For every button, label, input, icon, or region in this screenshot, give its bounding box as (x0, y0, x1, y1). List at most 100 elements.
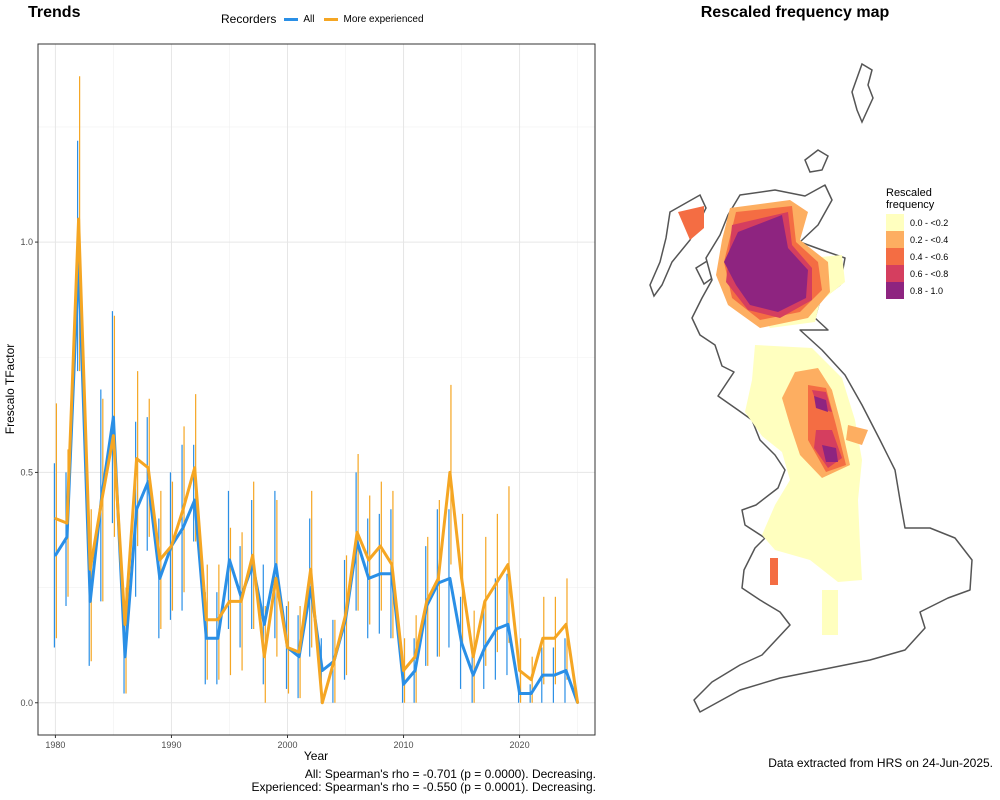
x-tick-label: 1980 (45, 740, 65, 750)
series-line-more-experienced (54, 217, 580, 705)
x-tick-label: 2020 (510, 740, 530, 750)
data-point-more-experienced (239, 600, 243, 603)
data-point-more-experienced (402, 669, 405, 672)
legend-swatch (886, 282, 904, 299)
data-point-all (379, 572, 382, 575)
legend-key-experienced (324, 17, 339, 21)
data-point-all (402, 683, 405, 686)
orkney-outline (804, 149, 829, 173)
data-point-all (274, 563, 278, 566)
stats-experienced: Experienced: Spearman's rho = -0.550 (p … (251, 780, 597, 794)
legend-label: 0.0 - <0.2 (910, 217, 949, 228)
data-point-more-experienced (228, 600, 231, 603)
data-point-more-experienced (553, 637, 556, 640)
data-point-all (65, 535, 69, 539)
y-tick-label: 1.0 (20, 237, 33, 247)
data-point-all (228, 558, 231, 562)
data-point-all (321, 669, 324, 672)
map-legend-title: Rescaled frequency (886, 187, 948, 211)
legend-label: 0.6 - <0.8 (910, 268, 949, 279)
data-point-more-experienced (332, 660, 336, 663)
data-point-all (181, 526, 185, 529)
data-point-all (413, 669, 417, 672)
frequency-map (649, 62, 973, 713)
map-legend-row: 0.4 - <0.6 (886, 248, 948, 265)
data-point-more-experienced (181, 508, 185, 511)
x-axis-label: Year (304, 749, 328, 763)
data-point-all (529, 692, 533, 695)
map-title: Rescaled frequency map (700, 4, 890, 21)
legend-label: 0.4 - <0.6 (910, 251, 949, 262)
legend-label: 0.2 - <0.4 (910, 234, 949, 245)
data-point-all (193, 498, 196, 502)
freq-zone-4-highlands (724, 215, 808, 312)
data-point-more-experienced (413, 655, 417, 658)
data-point-all (112, 415, 115, 419)
data-point-all (460, 641, 463, 645)
data-point-all (123, 655, 127, 658)
data-point-all (297, 655, 301, 658)
data-point-all (483, 646, 486, 649)
data-point-all (89, 600, 92, 603)
legend-swatch (886, 231, 904, 248)
data-point-more-experienced (355, 531, 359, 534)
freq-zone-2-wales (770, 558, 778, 585)
data-point-more-experienced (460, 577, 463, 580)
data-point-more-experienced (471, 655, 475, 658)
map-legend-row: 0.6 - <0.8 (886, 265, 948, 282)
data-point-more-experienced (518, 669, 521, 672)
data-point-more-experienced (448, 471, 452, 474)
shetland-outline (851, 62, 874, 124)
data-point-all (506, 623, 510, 626)
data-point-more-experienced (251, 554, 254, 557)
data-point-more-experienced (309, 567, 312, 571)
data-point-more-experienced (437, 577, 440, 580)
legend-label-experienced: More experienced (343, 13, 424, 25)
data-point-more-experienced (321, 701, 324, 704)
map-legend-row: 0.8 - 1.0 (886, 282, 948, 299)
data-point-more-experienced (297, 650, 301, 654)
data-source-note: Data extracted from HRS on 24-Jun-2025. (768, 756, 993, 770)
data-point-all (471, 673, 475, 677)
data-point-more-experienced (541, 637, 544, 640)
data-point-more-experienced (529, 678, 533, 681)
stats-all: All: Spearman's rho = -0.701 (p = 0.0000… (304, 767, 596, 781)
data-point-all (564, 669, 568, 672)
data-point-more-experienced (263, 655, 266, 658)
legend-swatch (886, 265, 904, 282)
data-point-more-experienced (89, 567, 92, 571)
data-point-all (518, 692, 521, 695)
data-point-more-experienced (135, 457, 138, 460)
frequency-fill-layer (678, 200, 868, 635)
data-point-more-experienced (216, 618, 220, 622)
map-legend-row: 0.0 - <0.2 (886, 214, 948, 231)
error-bars (53, 76, 568, 703)
y-axis-label: Frescalo TFactor (3, 344, 17, 434)
data-point-all (54, 554, 57, 557)
freq-zone-2-west (678, 206, 704, 240)
legend-label: 0.8 - 1.0 (910, 285, 944, 296)
map-legend: Rescaled frequency 0.0 - <0.2 0.2 - <0.4… (886, 187, 948, 299)
data-point-more-experienced (506, 563, 510, 566)
data-point-all (541, 673, 544, 677)
data-point-more-experienced (344, 614, 347, 617)
series-legend: Recorders All More experienced (221, 12, 430, 26)
freq-zone-4-pennines (814, 396, 828, 412)
data-point-more-experienced (286, 646, 289, 649)
freq-zone-0-south (822, 590, 838, 635)
data-point-more-experienced (112, 434, 115, 437)
data-point-all (216, 637, 220, 640)
x-tick-label: 2010 (394, 740, 414, 750)
y-tick-label: 0.5 (20, 467, 33, 477)
data-point-more-experienced (193, 466, 196, 470)
data-point-more-experienced (100, 498, 104, 502)
data-point-more-experienced (425, 600, 428, 603)
trends-title: Trends (28, 4, 81, 21)
legend-key-all (284, 17, 299, 21)
data-point-more-experienced (483, 600, 486, 603)
data-point-more-experienced (170, 544, 173, 548)
legend-swatch (886, 248, 904, 265)
freq-zone-1-east (846, 425, 868, 445)
data-point-more-experienced (274, 577, 278, 580)
data-point-all (495, 627, 498, 631)
